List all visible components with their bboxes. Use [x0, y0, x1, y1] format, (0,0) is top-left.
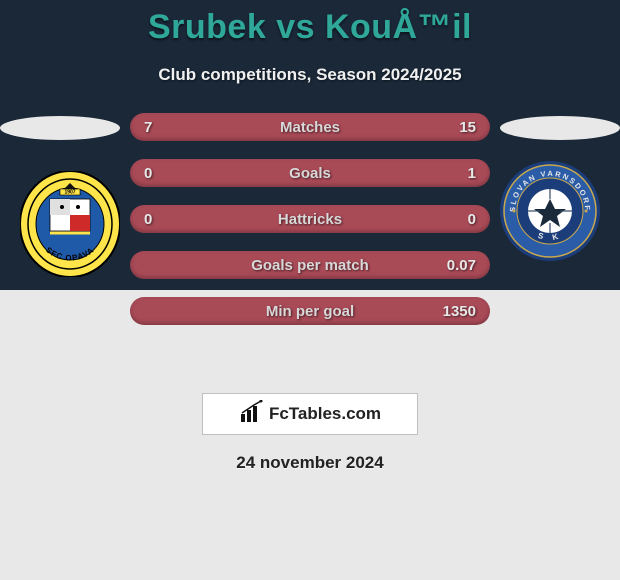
- chart-icon: [239, 400, 263, 429]
- stat-value-right: 0: [416, 211, 476, 228]
- comparison-arena: 1907 SFC OPAVA SLOVAN VARNSDORF: [0, 113, 620, 373]
- snapshot-date: 24 november 2024: [0, 453, 620, 473]
- page-title: Srubek vs KouÅ™il: [0, 0, 620, 47]
- stat-row: Min per goal 1350: [130, 297, 490, 325]
- stat-rows-container: 7 Matches 15 0 Goals 1 0 Hattricks 0 Goa…: [130, 113, 490, 343]
- stat-value-left: 0: [144, 211, 204, 228]
- stat-value-left: 7: [144, 119, 204, 136]
- fctables-logo-box[interactable]: FcTables.com: [202, 393, 418, 435]
- crest-left-year: 1907: [64, 190, 75, 196]
- stat-row: 7 Matches 15: [130, 113, 490, 141]
- stat-row: Goals per match 0.07: [130, 251, 490, 279]
- club-crest-left: 1907 SFC OPAVA: [20, 171, 120, 277]
- stat-value-right: 15: [416, 119, 476, 136]
- club-crest-right: SLOVAN VARNSDORF S K: [500, 161, 600, 261]
- fctables-logo-text: FcTables.com: [269, 404, 381, 424]
- stat-value-right: 1: [416, 165, 476, 182]
- stat-value-right: 1350: [416, 303, 476, 320]
- stat-value-right: 0.07: [416, 257, 476, 274]
- stat-row: 0 Hattricks 0: [130, 205, 490, 233]
- spotlight-left: [0, 116, 120, 140]
- stat-row: 0 Goals 1: [130, 159, 490, 187]
- stat-label: Min per goal: [204, 303, 416, 320]
- stat-label: Goals per match: [204, 257, 416, 274]
- spotlight-right: [500, 116, 620, 140]
- stat-label: Matches: [204, 119, 416, 136]
- stat-value-left: 0: [144, 165, 204, 182]
- stat-label: Hattricks: [204, 211, 416, 228]
- page-subtitle: Club competitions, Season 2024/2025: [0, 65, 620, 85]
- stat-label: Goals: [204, 165, 416, 182]
